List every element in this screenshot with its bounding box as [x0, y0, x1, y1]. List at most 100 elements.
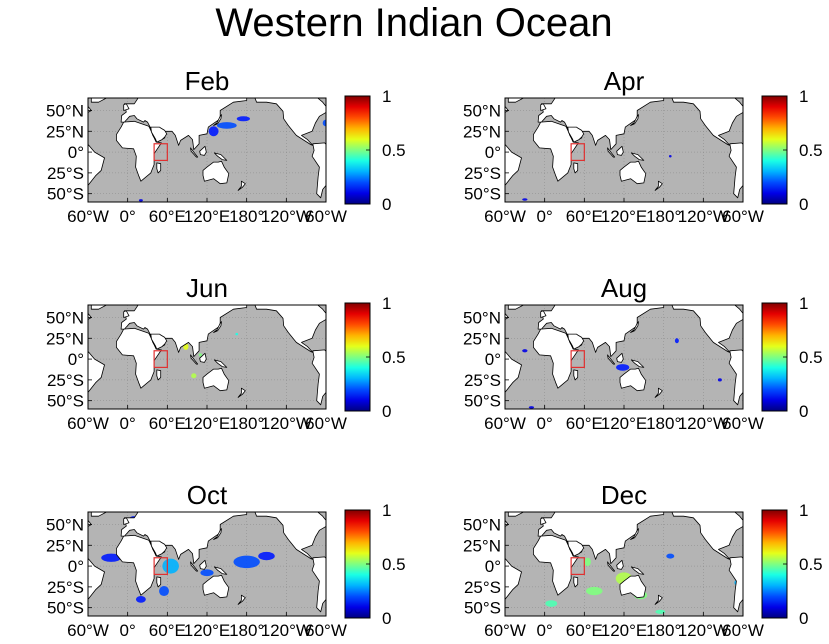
land-africa: [116, 327, 162, 389]
data-patch: [101, 553, 122, 562]
panel-title: Jun: [186, 273, 228, 303]
colorbar-tick-label: 0.5: [382, 141, 406, 160]
land-indonesia-borneo: [199, 145, 207, 156]
land-japan: [630, 114, 639, 126]
lat-tick-label: 25°N: [463, 536, 501, 555]
lat-tick-label: 25°S: [464, 164, 501, 183]
lon-tick-label: 60°E: [566, 414, 603, 433]
colorbar-tick-label: 0: [382, 402, 391, 421]
colorbar-tick-label: 0: [799, 402, 808, 421]
land-eurasia: [120, 512, 248, 564]
land-north-america-wrap: [254, 512, 326, 560]
colorbar-tick-label: 0: [382, 195, 391, 214]
land-africa: [533, 534, 579, 596]
map-panel: Jun 50°S 25°S 0° 25°N 50°N 60°W 0° 60°E120°E180°…: [46, 273, 564, 434]
lat-tick-label: 25°S: [47, 578, 84, 597]
lon-tick-label: 120°E: [184, 414, 231, 433]
colorbar-tick-label: 1: [799, 294, 808, 313]
lat-tick-label: 25°S: [47, 371, 84, 390]
lon-tick-label: 60°W: [67, 207, 109, 226]
land-south-america: [88, 557, 105, 600]
land-north-america: [88, 519, 92, 527]
land-eurasia: [537, 98, 665, 151]
map-panel: Apr 50°S 25°S 0° 25°N 50°N 60°W 0° 60°E120°E180°…: [463, 66, 823, 226]
data-patch: [655, 609, 666, 614]
lat-tick-label: 0°: [68, 350, 84, 369]
land-south-america-wrap: [728, 556, 743, 613]
land-uk: [540, 310, 547, 318]
lon-tick-label: 60°W: [484, 414, 526, 433]
lon-tick-label: 0°: [537, 207, 553, 226]
lon-tick-label: 60°E: [566, 621, 603, 640]
land-south-america: [88, 350, 105, 393]
land-indonesia-sumatra: [607, 354, 616, 365]
land-new-zealand: [237, 180, 246, 191]
land-japan: [630, 528, 639, 540]
land-japan: [213, 114, 222, 126]
land-eurasia: [537, 305, 665, 358]
land-north-america-wrap: [671, 512, 743, 560]
lon-tick-label: 120°W: [261, 621, 312, 640]
land-madagascar: [573, 369, 579, 381]
land-madagascar-wrap: [395, 163, 399, 173]
land-north-america-wrap: [671, 305, 743, 353]
land-antarctica-wrap: [326, 424, 564, 434]
data-patch: [208, 126, 219, 137]
map-area: [505, 98, 822, 202]
land-madagascar-wrap: [812, 163, 816, 173]
lon-tick-label: 120°E: [184, 207, 231, 226]
lat-tick-label: 25°N: [46, 122, 84, 141]
lat-tick-label: 0°: [485, 350, 501, 369]
land-arabia-wrap: [806, 127, 822, 142]
lat-tick-label: 50°N: [46, 101, 84, 120]
lon-tick-label: 120°W: [261, 207, 312, 226]
land-south-america-wrap: [311, 142, 326, 199]
lon-tick-label: 60°W: [67, 414, 109, 433]
land-north-america-wrap: [254, 98, 326, 146]
land-indonesia-borneo: [199, 352, 207, 363]
lon-tick-label: 0°: [120, 207, 136, 226]
lon-tick-label: 0°: [120, 414, 136, 433]
land-australia: [619, 367, 647, 392]
land-madagascar: [156, 162, 162, 174]
data-patch: [235, 332, 239, 336]
data-patch: [522, 198, 528, 201]
panel-title: Aug: [601, 273, 647, 303]
land-madagascar-wrap: [395, 370, 399, 380]
land-australia-wrap: [441, 368, 467, 391]
land-arabia-wrap: [389, 541, 405, 556]
lon-tick-label: 180°: [646, 207, 681, 226]
land-new-zealand: [654, 180, 663, 191]
colorbar-tick-label: 0: [799, 195, 808, 214]
land-arabia: [567, 333, 585, 350]
data-patch: [233, 555, 260, 569]
lon-tick-label: 120°E: [601, 207, 648, 226]
data-patch: [717, 378, 722, 382]
region-box: [153, 557, 168, 576]
colorbar: [344, 95, 371, 205]
colorbar-tick-label: 1: [382, 294, 391, 313]
land-australia-wrap: [441, 575, 467, 598]
lon-tick-label: 120°W: [678, 207, 729, 226]
lon-tick-label: 0°: [537, 621, 553, 640]
land-indonesia-borneo-wrap: [438, 560, 445, 569]
land-indonesia-sumatra: [607, 561, 616, 572]
lat-tick-label: 25°N: [463, 122, 501, 141]
land-south-america: [505, 350, 522, 393]
lat-tick-label: 50°S: [464, 392, 501, 411]
colorbar-tick-label: 0.5: [382, 348, 406, 367]
colorbar-tick-label: 1: [382, 87, 391, 106]
data-patch: [674, 338, 679, 344]
lon-tick-label: 120°E: [601, 414, 648, 433]
data-patch: [159, 586, 169, 597]
land-africa: [533, 120, 579, 182]
data-patch: [216, 122, 237, 129]
land-greenland: [507, 305, 525, 310]
lon-tick-label: 120°E: [184, 621, 231, 640]
region-box: [570, 350, 585, 369]
region-box: [153, 350, 168, 369]
lon-tick-label: 180°: [229, 621, 264, 640]
land-greenland: [90, 512, 108, 517]
land-eurasia: [120, 305, 248, 358]
lat-tick-label: 50°N: [46, 308, 84, 327]
